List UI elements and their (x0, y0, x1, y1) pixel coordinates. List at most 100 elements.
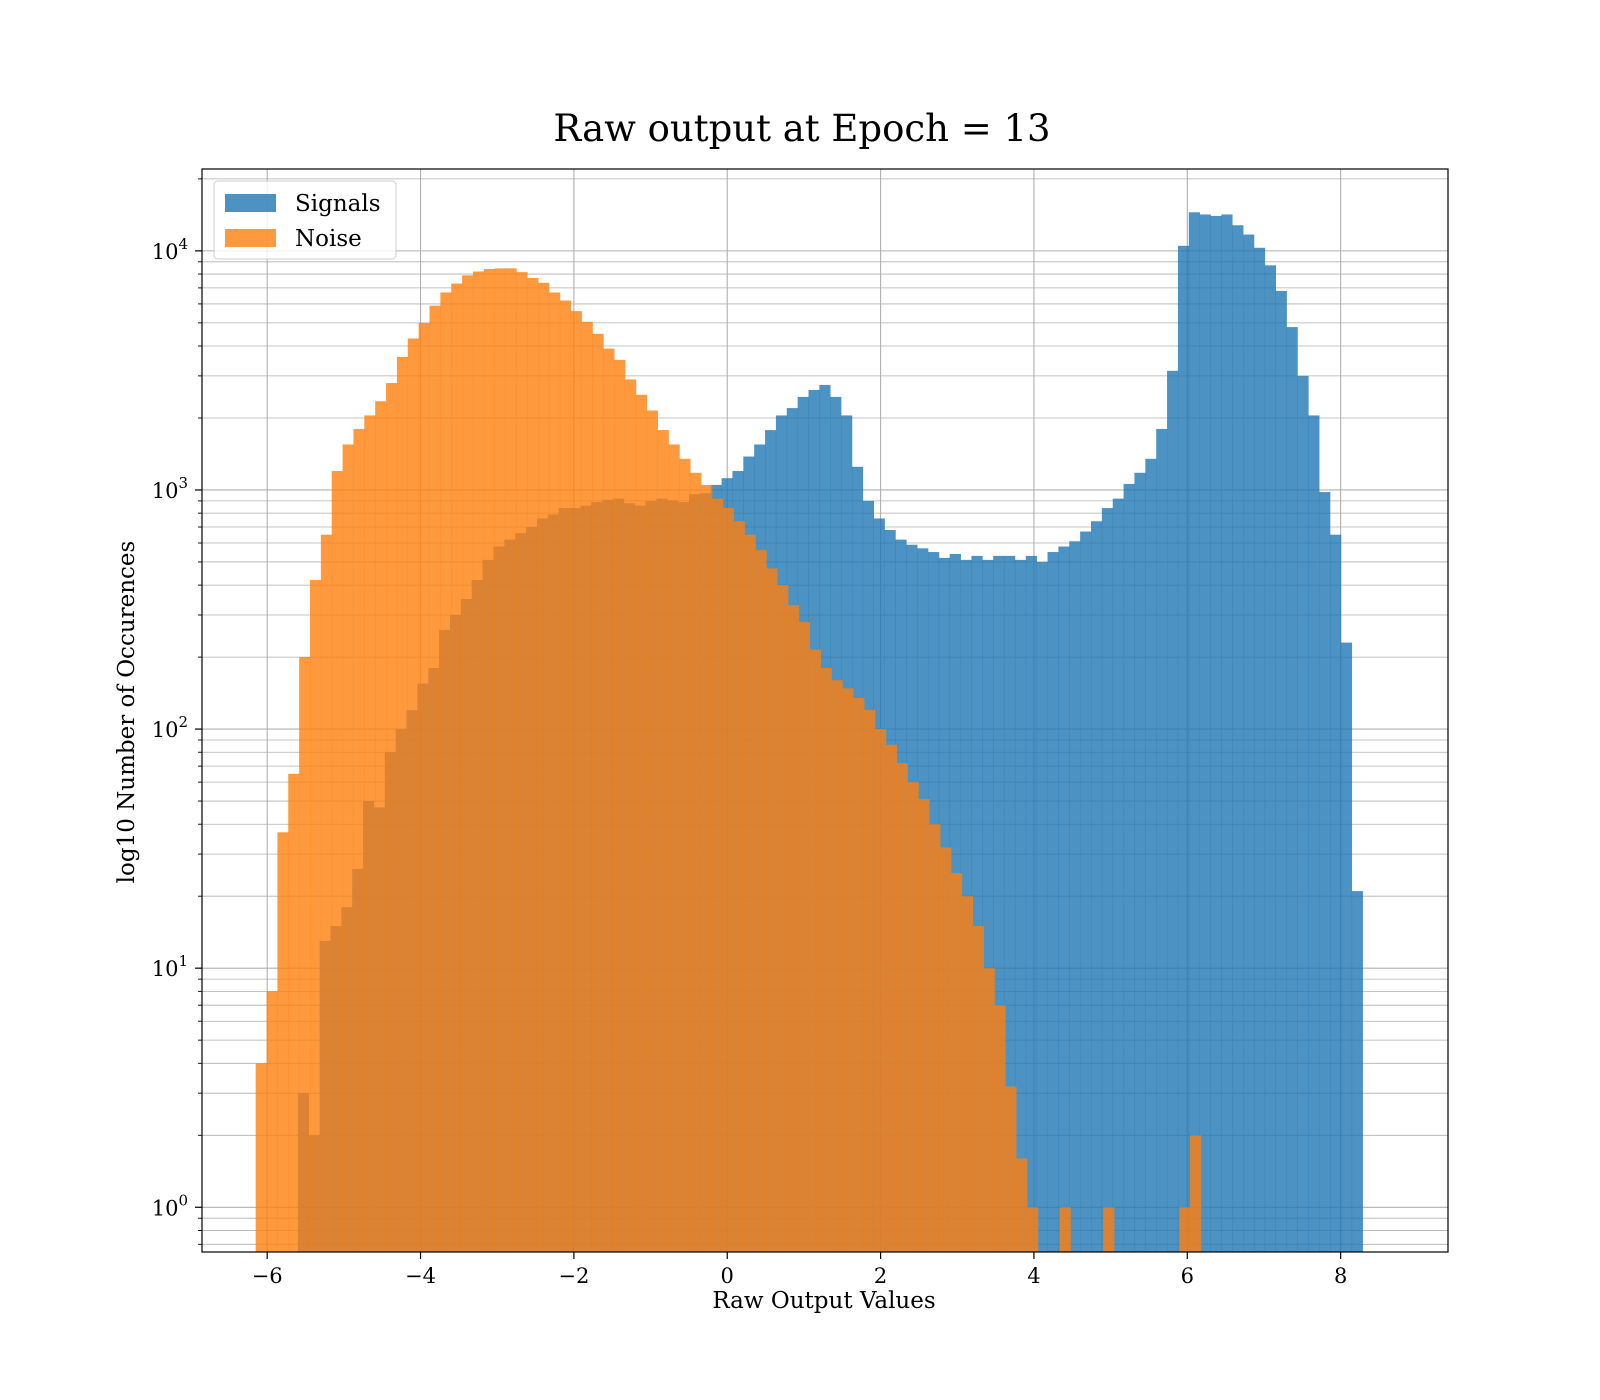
signals-bar (1167, 370, 1179, 1252)
noise-bar (1027, 1207, 1039, 1252)
noise-bar (266, 991, 278, 1252)
y-tick-base: 10 (152, 1196, 179, 1220)
x-tick-label: −2 (558, 1264, 589, 1288)
signals-bar (1069, 541, 1081, 1252)
noise-bar (701, 484, 713, 1252)
noise-bar (516, 272, 528, 1252)
x-tick-label: 8 (1334, 1264, 1347, 1288)
signals-bar (1210, 215, 1222, 1252)
legend-swatch-noise (225, 229, 276, 247)
noise-bar (831, 680, 843, 1252)
y-tick-label: 103 (152, 474, 188, 503)
y-tick-label: 101 (152, 952, 188, 981)
noise-bar (874, 729, 887, 1252)
noise-bar (483, 268, 496, 1253)
noise-bar (788, 605, 800, 1252)
noise-bar (320, 534, 333, 1252)
noise-bar (549, 292, 561, 1252)
noise-bar (657, 430, 669, 1253)
signals-bar (1253, 247, 1266, 1252)
x-tick-label: 0 (721, 1264, 734, 1288)
signals-bar (1221, 214, 1233, 1252)
signals-bar (1319, 492, 1331, 1252)
signals-bar (1058, 546, 1070, 1252)
noise-bar (255, 1063, 267, 1252)
noise-bar (625, 379, 637, 1252)
noise-bar (570, 311, 582, 1252)
signals-bar (1232, 225, 1244, 1253)
noise-bar (527, 278, 539, 1252)
noise-bar (635, 394, 648, 1253)
noise-bar (614, 359, 626, 1252)
noise-bar (1016, 1158, 1028, 1252)
noise-bar (407, 338, 419, 1252)
signals-bar (1090, 521, 1103, 1252)
noise-bar (505, 268, 517, 1252)
noise-bar (929, 824, 941, 1252)
noise-bar (918, 798, 930, 1252)
signals-bar (1112, 498, 1124, 1252)
noise-bar (440, 292, 452, 1252)
noise-bar (961, 896, 974, 1252)
noise-bar (418, 322, 430, 1252)
noise-bar (907, 782, 919, 1252)
plot-frame (201, 168, 1449, 1253)
noise-bar (809, 649, 821, 1252)
signals-bar (1330, 534, 1342, 1252)
noise-bar (668, 444, 680, 1252)
noise-bar (581, 321, 593, 1252)
signals-bar (1308, 415, 1320, 1252)
signals-bar (1340, 642, 1353, 1252)
noise-bar (603, 348, 615, 1252)
noise-bar (1059, 1207, 1071, 1252)
noise-bar (299, 657, 311, 1252)
noise-bar (342, 444, 354, 1252)
y-tick-label: 102 (152, 713, 188, 742)
noise-bar (755, 550, 767, 1252)
signals-bar (993, 555, 1005, 1252)
signals-bar (971, 555, 983, 1252)
noise-bar (462, 275, 474, 1252)
noise-bar (1005, 1086, 1017, 1252)
y-tick-exponent: 0 (178, 1191, 188, 1209)
noise-bar (646, 410, 658, 1252)
y-tick-exponent: 1 (178, 952, 188, 970)
y-tick-base: 10 (152, 240, 179, 264)
noise-bar (842, 688, 854, 1252)
noise-bar (733, 521, 745, 1252)
legend-label-noise: Noise (295, 226, 362, 252)
signals-bar (1275, 290, 1287, 1252)
noise-bar (744, 534, 756, 1252)
signals-bar (1297, 375, 1309, 1253)
noise-bar (1179, 1207, 1191, 1252)
noise-bar (853, 697, 865, 1252)
noise-bar (940, 847, 952, 1252)
signals-bar (1025, 555, 1037, 1252)
noise-bar (396, 356, 409, 1253)
signals-bar (1351, 891, 1363, 1252)
noise-bar (277, 832, 289, 1252)
noise-bar (375, 401, 387, 1252)
noise-bar (592, 333, 604, 1252)
noise-bar (472, 271, 485, 1252)
signals-bar (1134, 472, 1146, 1252)
signals-bar (1243, 234, 1255, 1252)
noise-bar (429, 305, 441, 1252)
signals-bar (1199, 214, 1211, 1252)
x-tick-label: 6 (1181, 1264, 1194, 1288)
noise-bar (951, 873, 963, 1252)
noise-bar (972, 926, 984, 1252)
noise-bar (494, 268, 506, 1252)
x-tick-label: 2 (874, 1264, 887, 1288)
signals-bar (1145, 458, 1157, 1252)
legend: Signals Noise (213, 180, 397, 260)
y-tick-base: 10 (152, 957, 179, 981)
noise-bar (538, 282, 550, 1252)
y-tick-label: 100 (152, 1191, 188, 1220)
x-tick-label: −6 (252, 1264, 283, 1288)
x-tick-label: −4 (405, 1264, 436, 1288)
noise-bar (712, 498, 724, 1252)
noise-bar (820, 668, 832, 1252)
noise-bar (679, 458, 691, 1252)
